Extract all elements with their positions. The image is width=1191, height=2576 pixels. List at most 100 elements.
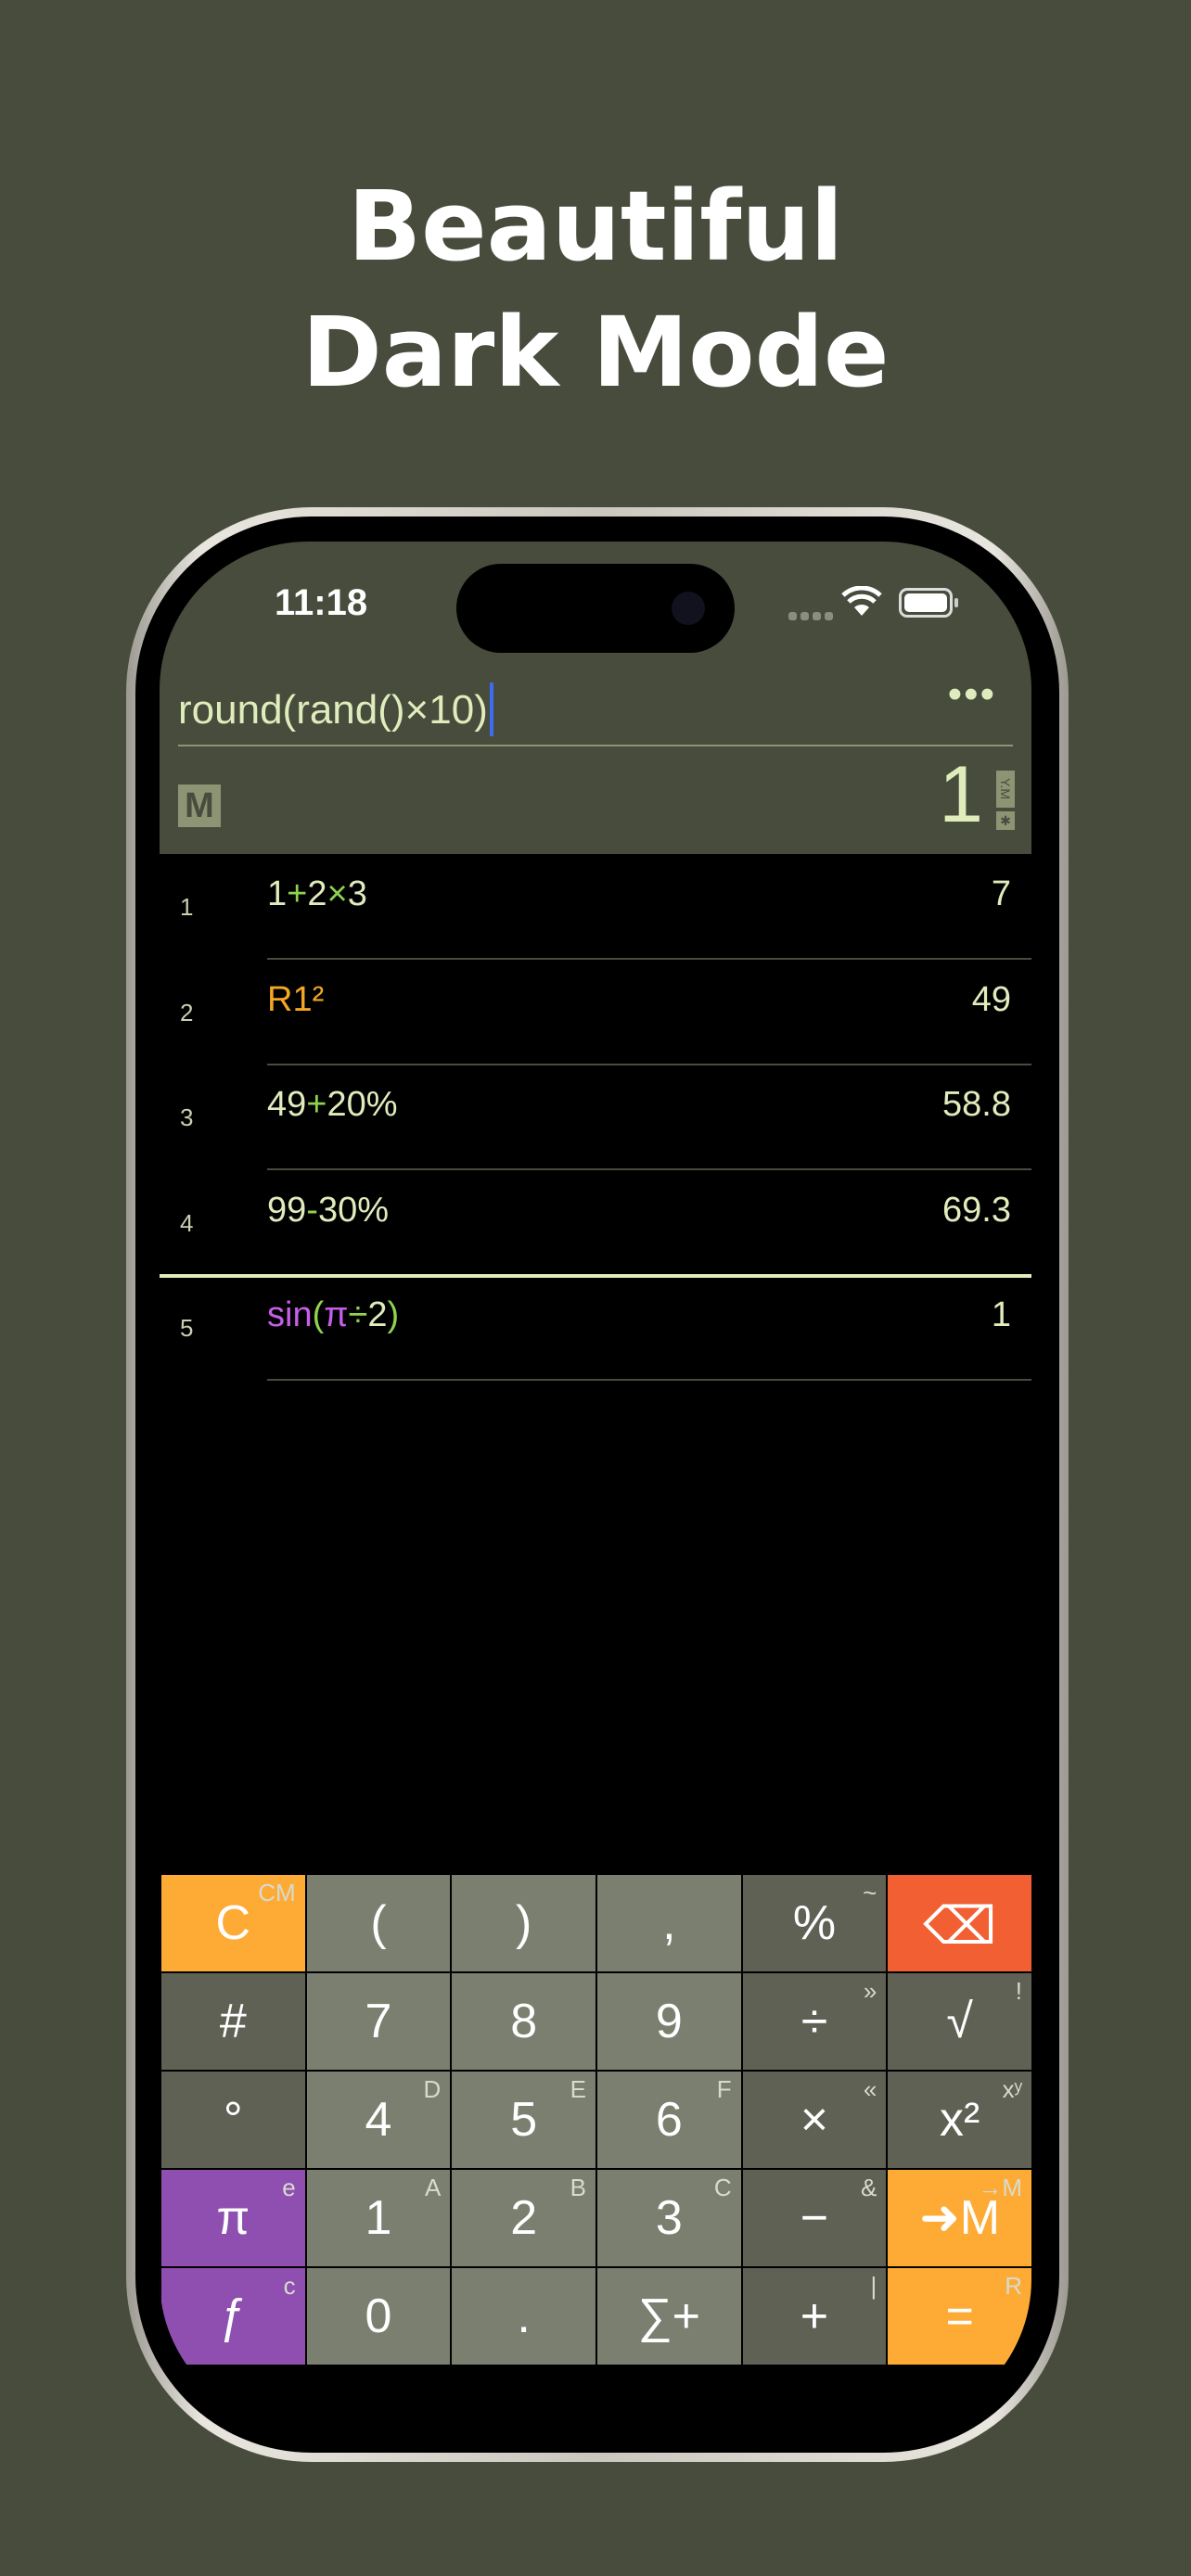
key-9[interactable]: 9 [596,1971,743,2072]
key-secondary-label: CM [258,1879,296,1906]
expression-token: 49 [267,1085,307,1124]
key-label: √ [946,1995,973,2048]
key-label: ÷ [800,1995,828,2048]
key-label: . [517,2289,531,2343]
expression-token: ) [387,1295,400,1334]
key-.[interactable]: . [450,2266,597,2366]
input-divider [178,745,1013,746]
row-expression: sin(π÷2) [267,1295,399,1335]
row-expression: R1² [267,980,324,1020]
key-%[interactable]: % ~ [740,1873,889,1973]
headline-line-2: Dark Mode [301,296,890,409]
key-label: % [792,1896,837,1950]
status-time: 11:18 [275,582,368,623]
key-label: × [800,2093,829,2147]
key-÷[interactable]: ÷» [740,1971,889,2072]
row-number: 5 [180,1314,194,1342]
key-−[interactable]: − & [740,2168,889,2268]
key-label: − [800,2191,829,2245]
key-#[interactable]: # [160,1971,307,2072]
key-secondary-label: R [1005,2272,1022,2300]
key-+[interactable]: + | [740,2266,889,2366]
key-7[interactable]: 7 [304,1971,453,2072]
expression-token: 99 [267,1190,307,1230]
row-result: 69.3 [942,1190,1011,1230]
key-√[interactable]: √! [886,1971,1031,2072]
key-×[interactable]: × « [740,2070,889,2170]
key-label: + [800,2289,829,2343]
key-secondary-label: & [860,2174,877,2201]
row-number: 3 [180,1103,194,1131]
expression-text: round(rand()×10) [178,687,488,733]
expression-token: 30% [317,1190,389,1230]
key-secondary-label: c [283,2272,296,2300]
key-label: 9 [655,1995,683,2048]
key-([interactable]: ( [304,1873,453,1973]
expression-token: - [306,1190,318,1230]
key-backspace[interactable]: ⌫ [886,1873,1031,1973]
key-label: # [219,1995,247,2048]
key-secondary-label: D [423,2075,442,2103]
key-x²[interactable]: x² xʸ [886,2070,1031,2170]
key-,[interactable]: , [596,1873,743,1973]
history-row[interactable]: 3 49+20% 58.8 [160,1065,1031,1169]
key-label: C [215,1896,251,1950]
key-secondary-label: E [570,2075,586,2103]
key-∑+[interactable]: ∑+ [596,2266,743,2366]
history-row[interactable]: 5 sin(π÷2) 1 [160,1275,1031,1380]
text-caret [489,682,493,736]
row-result: 58.8 [942,1085,1011,1124]
flag-asterisk: ✱ [996,811,1015,830]
key-label: 0 [365,2289,392,2343]
row-divider [267,958,1031,960]
history-row[interactable]: 1 1+2×3 7 [160,854,1031,959]
expression-token: 20% [327,1085,398,1124]
battery-icon [899,588,958,618]
key-label: 2 [510,2191,538,2245]
key-secondary-label: e [282,2174,296,2201]
key-secondary-label: « [863,2075,877,2103]
key-label: ➜M [919,2191,1001,2245]
row-expression: 99-30% [267,1191,389,1231]
key-secondary-label: xʸ [1002,2075,1022,2103]
key-°[interactable]: ° [160,2070,307,2170]
key-➜M[interactable]: ➜M →M [886,2168,1031,2268]
flag-ym: Y.M [996,771,1015,808]
key-label: = [945,2289,974,2343]
key-)[interactable]: ) [450,1873,597,1973]
key-label: ° [223,2093,243,2147]
row-divider [267,1379,1031,1381]
history-row[interactable]: 2 R1² 49 [160,960,1031,1065]
key-0[interactable]: 0 [304,2266,453,2366]
expression-input[interactable]: round(rand()×10) [178,682,493,736]
key-label: 6 [655,2093,683,2147]
key-=[interactable]: = R [886,2266,1031,2366]
key-secondary-label: F [716,2075,732,2103]
key-label: 1 [365,2191,392,2245]
calculator-screen: 11:18 round(rand()×10) ••• M 1 Y.M ✱ 1 1+… [160,542,1031,2428]
expression-token: ( [312,1295,325,1334]
key-C[interactable]: C CM [160,1873,307,1973]
history-row[interactable]: 4 99-30% 69.3 [160,1170,1031,1275]
memory-badge[interactable]: M [178,784,221,827]
key-label: ( [370,1896,387,1950]
key-8[interactable]: 8 [450,1971,597,2072]
row-result: 49 [971,979,1011,1019]
expression-token: 2 [367,1295,388,1334]
expression-token: + [306,1085,327,1124]
key-secondary-label: ~ [863,1879,877,1906]
key-secondary-label: » [863,1977,877,2005]
key-label: 3 [655,2191,683,2245]
more-menu-button[interactable]: ••• [947,671,996,717]
row-number: 1 [180,893,194,921]
key-label: ƒ [219,2289,247,2343]
row-result: 7 [991,874,1011,913]
